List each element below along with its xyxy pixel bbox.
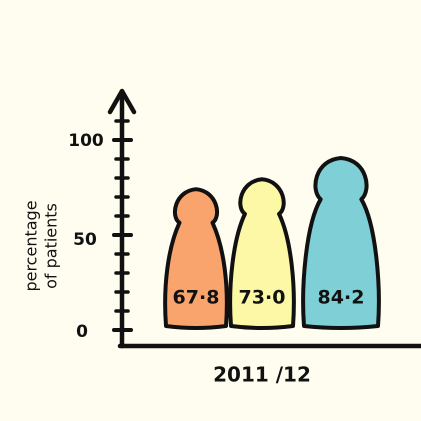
bar-3-shape	[301, 156, 381, 330]
bar-2-value-label: 73·0	[239, 287, 286, 309]
x-tick-label: 2011 /12	[213, 363, 311, 387]
y-tick-labels: 0 50 100	[68, 131, 104, 342]
bar-1-shape	[163, 187, 229, 330]
bar-2-shape	[228, 177, 296, 330]
y-axis-label-line-2: of patients	[42, 203, 61, 289]
bar-1: 67·8	[163, 187, 229, 330]
bar-2: 73·0	[228, 177, 296, 330]
y-axis-arrowhead	[107, 88, 137, 115]
bar-1-value-label: 67·8	[173, 287, 220, 309]
y-axis-label: percentage of patients	[22, 200, 61, 291]
y-axis-label-line-1: percentage	[22, 200, 41, 291]
y-tick-label-50: 50	[73, 230, 97, 250]
y-minor-ticks	[112, 119, 133, 332]
y-tick-label-0: 0	[76, 322, 88, 342]
bar-3-value-label: 84·2	[318, 287, 365, 309]
y-tick-label-100: 100	[68, 131, 104, 151]
bars: 67·8 73·0 84·2	[163, 156, 381, 330]
bar-3: 84·2	[301, 156, 381, 330]
y-axis	[107, 88, 137, 349]
